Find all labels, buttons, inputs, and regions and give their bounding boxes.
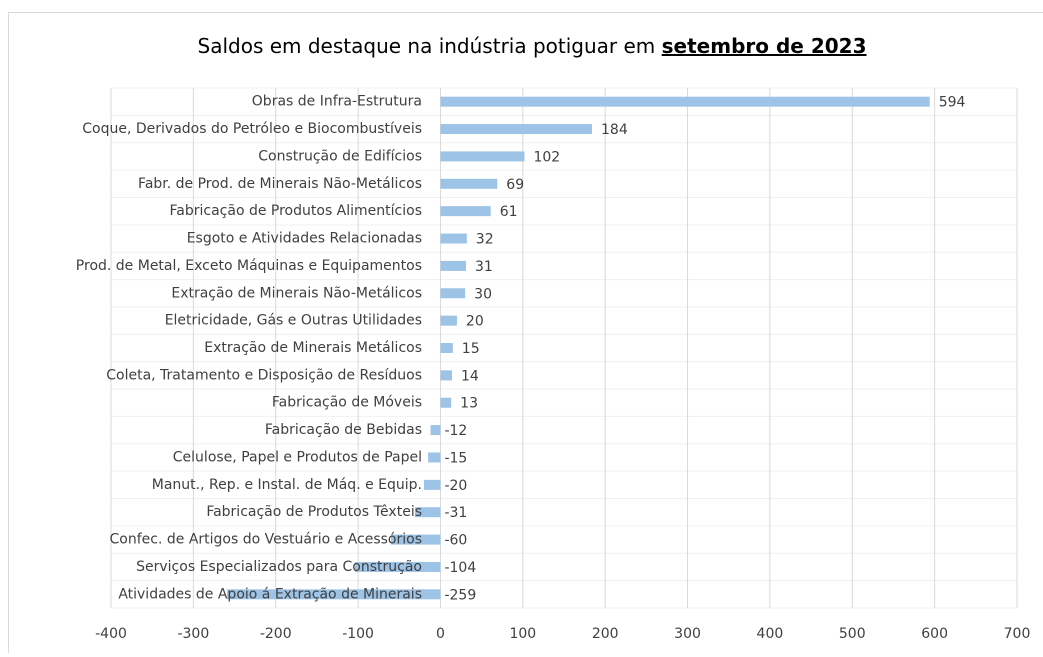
data-label: 184 <box>601 122 628 138</box>
x-tick-label: 300 <box>674 626 701 642</box>
data-label: -60 <box>444 533 467 549</box>
y-tick-label: Esgoto e Atividades Relacionadas <box>187 231 422 247</box>
y-tick-label: Serviços Especializados para Construção <box>136 559 422 575</box>
bar <box>440 97 929 107</box>
x-tick-label: 0 <box>436 626 445 642</box>
bar <box>440 398 451 408</box>
data-label: 102 <box>533 149 560 165</box>
bar <box>424 480 440 490</box>
bar <box>440 124 592 134</box>
data-label: -12 <box>444 423 467 439</box>
data-label: 13 <box>460 396 478 412</box>
y-tick-label: Eletricidade, Gás e Outras Utilidades <box>165 313 422 329</box>
title-text: Saldos em destaque na indústria potiguar… <box>198 34 656 58</box>
y-tick-label: Obras de Infra-Estrutura <box>252 94 422 110</box>
y-tick-label: Confec. de Artigos do Vestuário e Acessó… <box>110 532 422 548</box>
title-emphasis: setembro de 2023 <box>662 34 867 58</box>
y-tick-label: Coque, Derivados do Petróleo e Biocombus… <box>82 121 422 137</box>
x-tick-label: -100 <box>342 626 374 642</box>
y-tick-label: Construção de Edifícios <box>258 148 422 164</box>
bar <box>440 288 465 298</box>
x-tick-label: 100 <box>509 626 536 642</box>
y-tick-label: Fabricação de Produtos Têxteis <box>206 504 422 520</box>
data-label: 14 <box>461 368 479 384</box>
bar <box>440 179 497 189</box>
bar <box>440 343 452 353</box>
y-tick-label: Fabricação de Bebidas <box>265 422 422 438</box>
data-label: 20 <box>466 314 484 330</box>
x-tick-label: -400 <box>95 626 127 642</box>
x-tick-label: -200 <box>260 626 292 642</box>
data-label: -15 <box>444 450 467 466</box>
data-label: 31 <box>475 259 493 275</box>
data-label: 15 <box>462 341 480 357</box>
data-label: 61 <box>500 204 518 220</box>
data-label: -31 <box>444 505 467 521</box>
bar <box>440 151 524 161</box>
y-tick-label: Fabr. de Prod. de Minerais Não-Metálicos <box>138 176 422 192</box>
y-tick-label: Extração de Minerais Não-Metálicos <box>171 285 422 301</box>
data-label: -259 <box>444 587 476 603</box>
y-tick-label: Manut., Rep. e Instal. de Máq. e Equip. <box>152 477 422 493</box>
data-label: 69 <box>506 177 524 193</box>
x-tick-label: 600 <box>921 626 948 642</box>
y-tick-label: Fabricação de Móveis <box>272 395 422 411</box>
bar <box>440 370 452 380</box>
x-tick-label: 200 <box>592 626 619 642</box>
bar <box>428 452 440 462</box>
data-label: 32 <box>476 232 494 248</box>
data-label: 30 <box>474 286 492 302</box>
bar <box>440 316 456 326</box>
x-tick-label: 700 <box>1004 626 1031 642</box>
data-label: -20 <box>444 478 467 494</box>
x-tick-label: 500 <box>839 626 866 642</box>
y-tick-label: Extração de Minerais Metálicos <box>204 340 422 356</box>
chart-border <box>9 13 1043 654</box>
bar <box>431 425 441 435</box>
x-tick-label: 400 <box>757 626 784 642</box>
bar <box>440 206 490 216</box>
bar <box>440 234 466 244</box>
y-tick-label: Atividades de Apoio á Extração de Minera… <box>118 586 422 602</box>
y-tick-label: Coleta, Tratamento e Disposição de Resíd… <box>106 367 422 383</box>
y-tick-label: Celulose, Papel e Produtos de Papel <box>173 449 422 465</box>
data-label: 594 <box>939 95 966 111</box>
bar <box>440 261 466 271</box>
chart-title: Saldos em destaque na indústria potiguar… <box>198 34 867 58</box>
data-label: -104 <box>444 560 476 576</box>
x-tick-label: -300 <box>177 626 209 642</box>
y-tick-label: Prod. de Metal, Exceto Máquinas e Equipa… <box>76 258 422 274</box>
y-tick-label: Fabricação de Produtos Alimentícios <box>170 203 422 219</box>
